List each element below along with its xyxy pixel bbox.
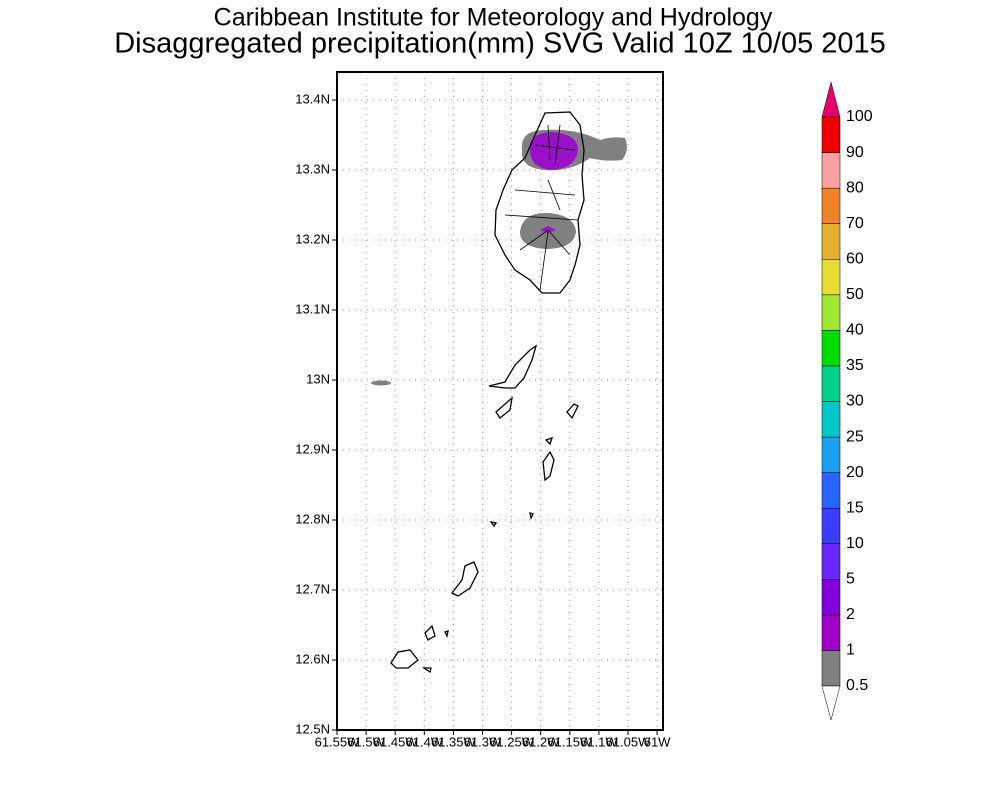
legend-under	[821, 685, 841, 721]
legend-label: 35	[846, 357, 864, 374]
legend-band	[821, 650, 841, 687]
lat-label: 13.3N	[295, 161, 330, 176]
island	[421, 667, 432, 674]
legend-label: 5	[846, 571, 855, 588]
legend-label: 10	[846, 535, 864, 552]
legend-band	[821, 365, 841, 402]
legend-label: 90	[846, 144, 864, 161]
legend-label: 50	[846, 286, 864, 303]
lat-label: 13.2N	[295, 231, 330, 246]
legend-band	[821, 507, 841, 544]
island	[566, 403, 579, 420]
lon-label: 61.45W	[373, 734, 419, 749]
lat-label: 13N	[306, 371, 330, 386]
lon-label: 61.15W	[547, 734, 593, 749]
legend-band	[821, 223, 841, 260]
lon-label: 61.2W	[522, 734, 560, 749]
island	[542, 450, 555, 482]
legend-band	[821, 152, 841, 189]
legend-label: 15	[846, 499, 864, 516]
legend-label: 100	[846, 108, 873, 125]
axes-labels: 13.4N 13.3N 13.2N 13.1N 13N 12.9N 12.8N 12.7N 12…	[295, 91, 671, 749]
rain-area	[540, 226, 556, 233]
legend-band	[821, 579, 841, 616]
island	[390, 649, 419, 669]
rain-area	[371, 380, 391, 386]
lat-label: 12.7N	[295, 581, 330, 596]
grid	[337, 72, 663, 730]
island	[489, 521, 498, 528]
rain-area	[529, 132, 578, 170]
lon-label: 61.5W	[347, 734, 385, 749]
lon-label: 61.4W	[406, 734, 444, 749]
legend-band	[821, 116, 841, 153]
map-content	[371, 111, 627, 674]
legend-band	[821, 472, 841, 509]
lat-label: 12.5N	[295, 721, 330, 736]
island	[544, 436, 554, 446]
lon-label: 61W	[644, 734, 671, 749]
lon-label: 61.25W	[489, 734, 535, 749]
lat-label: 13.1N	[295, 301, 330, 316]
lon-label: 61.05W	[606, 734, 652, 749]
island	[424, 624, 436, 641]
island	[494, 111, 585, 294]
river-lines	[504, 124, 579, 291]
lat-label: 12.9N	[295, 441, 330, 456]
island	[488, 344, 538, 389]
legend-band	[821, 294, 841, 331]
island	[529, 512, 534, 520]
lat-label: 12.8N	[295, 511, 330, 526]
lon-label: 61.35W	[431, 734, 477, 749]
island	[451, 561, 479, 597]
legend-label: 60	[846, 250, 864, 267]
legend-band	[821, 187, 841, 224]
title: Caribbean Institute for Meteorology and …	[214, 4, 773, 32]
legend-band	[821, 543, 841, 580]
legend-label: 70	[846, 215, 864, 232]
legend-label: 20	[846, 464, 864, 481]
legend-band	[821, 330, 841, 367]
legend-band	[821, 401, 841, 438]
legend-label: 80	[846, 179, 864, 196]
legend-label: 25	[846, 428, 864, 445]
lon-label: 61.1W	[580, 734, 618, 749]
legend-band	[821, 614, 841, 651]
legend-label: 1	[846, 642, 855, 659]
legend-band	[821, 259, 841, 296]
lat-label: 13.4N	[295, 91, 330, 106]
legend-label: 2	[846, 606, 855, 623]
lat-label: 12.6N	[295, 651, 330, 666]
lon-label: 61.55W	[315, 734, 361, 749]
legend-over	[821, 81, 841, 118]
legend-label: 0.5	[846, 677, 868, 694]
island	[495, 396, 513, 419]
subtitle: Disaggregated precipitation(mm) SVG Vali…	[114, 28, 886, 60]
map-frame	[336, 71, 664, 731]
lon-label: 61.3W	[464, 734, 502, 749]
legend-label: 40	[846, 322, 864, 339]
legend-label: 30	[846, 393, 864, 410]
island	[444, 630, 449, 638]
legend-band	[821, 436, 841, 473]
